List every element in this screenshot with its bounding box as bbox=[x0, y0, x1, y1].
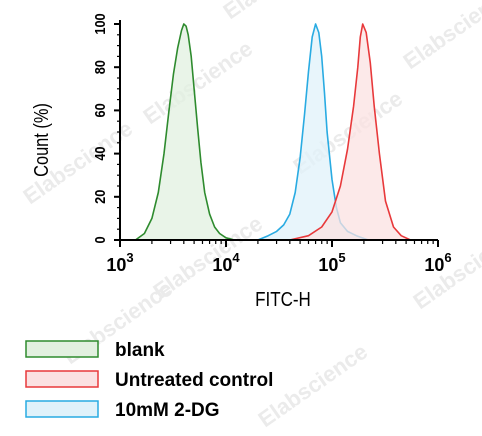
x-tick-label: 105 bbox=[318, 250, 345, 275]
y-tick-label: 20 bbox=[91, 189, 108, 203]
legend-swatch bbox=[25, 400, 99, 418]
watermark-text: Elabscience bbox=[409, 221, 482, 314]
watermark-layer: Elabscience Elabscience Elabscience Elabsci… bbox=[19, 0, 482, 432]
watermark-text: Elabscience bbox=[219, 0, 338, 24]
y-tick-label: 60 bbox=[91, 103, 108, 117]
x-tick-label: 106 bbox=[424, 250, 451, 275]
y-tick-label: 100 bbox=[91, 13, 108, 34]
series-line-0 bbox=[135, 23, 235, 241]
legend-swatch bbox=[25, 340, 99, 358]
ticks-layer: 0 20 40 60 80 100 103 104 105 106 bbox=[91, 13, 452, 275]
y-axis-title: Count (%) bbox=[29, 103, 52, 177]
legend-swatch bbox=[25, 370, 99, 388]
series-layer bbox=[135, 23, 411, 241]
legend-label: 10mM 2-DG bbox=[115, 400, 220, 421]
watermark-text: Elabscience bbox=[399, 0, 482, 74]
series-fill-0 bbox=[135, 24, 235, 240]
x-tick-label: 103 bbox=[106, 250, 133, 275]
x-tick-label: 104 bbox=[212, 250, 240, 275]
y-tick-label: 0 bbox=[91, 236, 108, 243]
y-tick-label: 40 bbox=[91, 146, 108, 160]
watermark-text: Elabscience bbox=[139, 36, 258, 129]
legend: blank Untreated control 10mM 2-DG bbox=[25, 340, 273, 421]
y-tick-label: 80 bbox=[91, 60, 108, 74]
legend-label: blank bbox=[115, 340, 165, 361]
legend-label: Untreated control bbox=[115, 370, 273, 391]
series-fill-1 bbox=[257, 24, 369, 240]
x-axis-title: FITC-H bbox=[255, 288, 311, 311]
plot-area: 0 20 40 60 80 100 103 104 105 106 bbox=[91, 13, 452, 275]
series-line-2 bbox=[289, 23, 411, 241]
